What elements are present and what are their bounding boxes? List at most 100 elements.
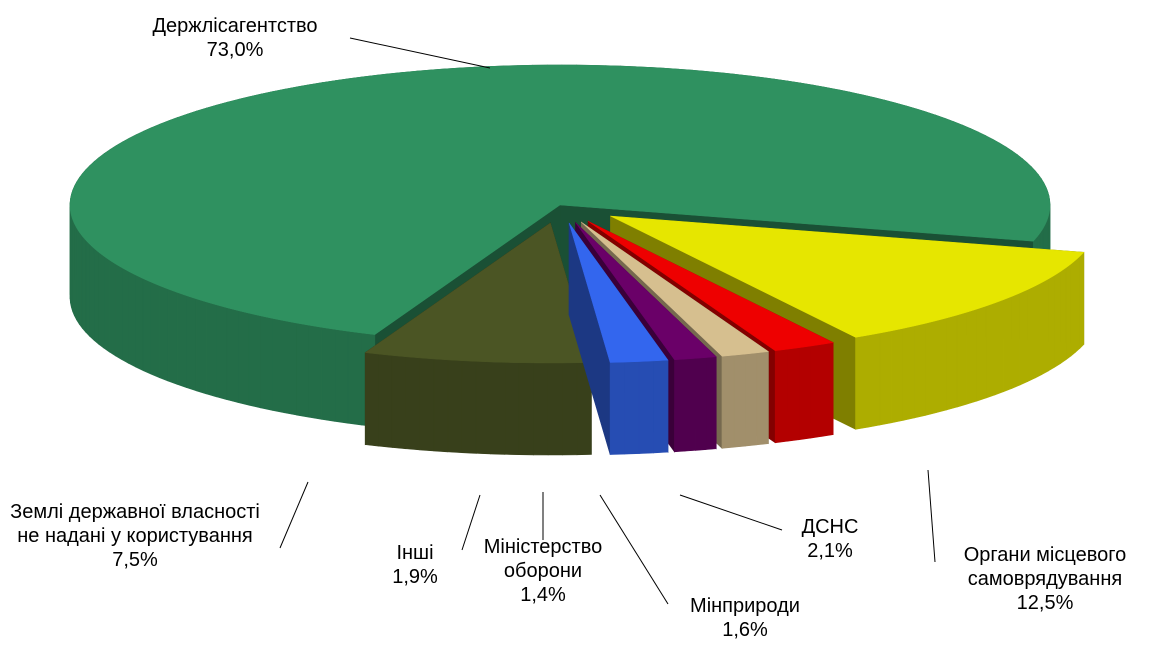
slice-side [1054, 270, 1061, 368]
leader-line [599, 494, 669, 605]
slice-side [1070, 259, 1076, 357]
slice-side [89, 243, 95, 341]
data-label: Держлісагентство 73,0% [115, 14, 355, 62]
slice-side [98, 251, 105, 349]
slice-side [1011, 292, 1021, 389]
slice-top [575, 222, 717, 361]
slice-top [364, 222, 592, 364]
slice-side [925, 320, 937, 416]
slice-side [1027, 285, 1036, 383]
value-label: 1,6% [722, 619, 768, 641]
slice-side [609, 361, 625, 455]
slice-side [226, 307, 239, 403]
data-label: Землі державної власності не надані у ко… [10, 500, 260, 572]
slice-side [405, 356, 421, 451]
data-label: Міністерство оборони 1,4% [468, 535, 618, 607]
pie-slice [568, 222, 669, 455]
slice-side [176, 291, 187, 389]
leader-line [349, 37, 491, 69]
category-label: Землі державної власності не надані у ко… [10, 501, 260, 547]
slice-side [653, 359, 669, 454]
slice-side [1075, 255, 1081, 353]
slice-side [756, 351, 769, 446]
slice-side [1048, 274, 1055, 372]
slice-top [581, 221, 770, 357]
slice-side [419, 357, 435, 452]
slice-side [786, 347, 800, 442]
slice-top [568, 222, 669, 363]
slice-side [216, 304, 228, 401]
slice-side [433, 358, 449, 453]
slice-side [1041, 278, 1049, 376]
slice-side [798, 345, 811, 441]
slice-side [76, 226, 80, 326]
slice-side [985, 302, 996, 399]
value-label: 1,9% [392, 566, 438, 588]
slice-side [1019, 289, 1028, 386]
slice-side [121, 267, 129, 364]
slice-side [321, 327, 336, 422]
slice-side [461, 360, 477, 454]
slice-side [504, 362, 520, 456]
slice-side [1003, 295, 1013, 393]
slice-side [638, 360, 654, 454]
value-label: 12,5% [1016, 592, 1074, 614]
slice-side [1065, 263, 1072, 361]
pie-slice [364, 222, 592, 456]
slice-side [705, 356, 717, 450]
slice-side [167, 288, 178, 385]
slice-side [260, 315, 273, 411]
leader-line [927, 469, 936, 563]
slice-side [1079, 251, 1085, 349]
slice-side [914, 322, 926, 419]
slice-side [296, 322, 310, 418]
slice-side [855, 334, 869, 430]
slice-side [159, 285, 169, 382]
value-label: 1,4% [520, 584, 566, 606]
slice-side [93, 247, 99, 345]
slice-side [272, 317, 285, 414]
slice-side [378, 353, 393, 448]
slice-side [74, 223, 77, 321]
slice-side [128, 270, 136, 368]
slice-side [721, 354, 735, 449]
slice-side [205, 301, 217, 398]
slice-side [935, 317, 948, 414]
data-label: Інші 1,9% [375, 541, 455, 589]
slice-side [237, 310, 250, 406]
slice-side [447, 359, 463, 454]
slice-side [248, 312, 261, 409]
slice-side [85, 239, 90, 337]
slice-side [533, 362, 549, 456]
slice-side [624, 361, 640, 455]
slice-top [69, 64, 1051, 335]
category-label: Органи місцевого самоврядування [963, 544, 1127, 590]
slice-side [994, 299, 1004, 396]
slice-side [364, 352, 379, 447]
slice-side [115, 263, 123, 361]
category-label: Міністерство оборони [483, 536, 603, 582]
slice-side [391, 355, 407, 450]
slice-side [867, 332, 881, 428]
slice-side [308, 324, 323, 420]
slice-top [610, 215, 1085, 338]
slice-side [103, 255, 110, 353]
slice-side [142, 278, 152, 375]
slice-side [334, 329, 349, 424]
leader-line [279, 481, 309, 549]
category-label: Держлісагентство [152, 15, 318, 37]
slice-side [674, 358, 686, 453]
slice-side [684, 358, 696, 452]
slice-side [810, 344, 823, 439]
slice-side [733, 353, 746, 448]
category-label: Інші [396, 542, 434, 564]
category-label: ДСНС [801, 516, 859, 538]
slice-side [81, 235, 87, 333]
slice-side [966, 308, 977, 405]
slice-side [475, 361, 491, 455]
slice-side [150, 281, 160, 379]
value-label: 73,0% [206, 39, 264, 61]
value-label: 7,5% [112, 549, 158, 571]
slice-side [109, 259, 116, 357]
